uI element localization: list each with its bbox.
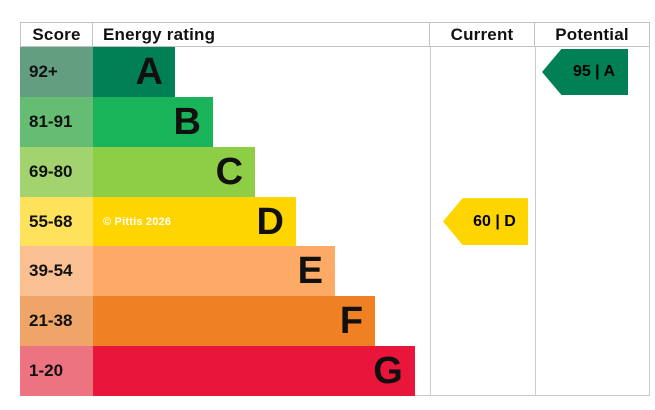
score-range: 69-80	[20, 146, 93, 197]
current-rating-label: 60 | D	[473, 212, 516, 230]
band-letter: A	[135, 50, 163, 93]
energy-band-bar: D © Pittis 2026	[93, 196, 296, 247]
epc-band-row: 21-38 F	[20, 296, 430, 347]
band-letter: F	[339, 300, 364, 343]
epc-band-row: 1-20 G	[20, 346, 430, 397]
score-range: 81-91	[20, 96, 93, 147]
energy-band-bar: A	[93, 47, 175, 97]
energy-band-bar: F	[93, 296, 376, 347]
score-range: 92+	[20, 47, 93, 97]
score-range: 55-68	[20, 196, 93, 247]
band-letter: G	[373, 350, 403, 393]
current-rating-arrow: 60 | D	[443, 198, 528, 245]
potential-rating-label: 95 | A	[572, 62, 616, 80]
score-range: 1-20	[20, 346, 93, 397]
energy-band-bar: G	[93, 346, 415, 397]
header-current: Current	[430, 22, 535, 47]
energy-band-bar: C	[93, 146, 256, 197]
header-score: Score	[20, 22, 93, 47]
band-letter: D	[256, 200, 284, 243]
epc-band-row: 92+ A	[20, 47, 430, 97]
energy-band-bar: E	[93, 246, 335, 297]
score-range: 39-54	[20, 246, 93, 297]
epc-rows: 92+ A 81-91 B 69-80 C 55-68 D © Pittis 2…	[20, 47, 430, 397]
epc-band-row: 55-68 D © Pittis 2026	[20, 196, 430, 247]
header-potential: Potential	[535, 22, 650, 47]
epc-table: Score Energy rating Current Potential 92…	[20, 22, 650, 397]
score-range: 21-38	[20, 296, 93, 347]
epc-band-row: 69-80 C	[20, 146, 430, 197]
current-column	[430, 47, 535, 396]
epc-band-row: 39-54 E	[20, 246, 430, 297]
copyright-watermark: © Pittis 2026	[103, 215, 172, 228]
band-letter: B	[173, 100, 201, 143]
energy-band-bar: B	[93, 96, 213, 147]
band-letter: E	[297, 250, 323, 293]
potential-column	[535, 47, 650, 396]
epc-band-row: 81-91 B	[20, 96, 430, 147]
header-row: Score Energy rating Current Potential	[20, 22, 650, 47]
band-letter: C	[215, 150, 244, 193]
header-energy-rating: Energy rating	[93, 22, 430, 47]
potential-rating-arrow: 95 | A	[542, 48, 628, 96]
